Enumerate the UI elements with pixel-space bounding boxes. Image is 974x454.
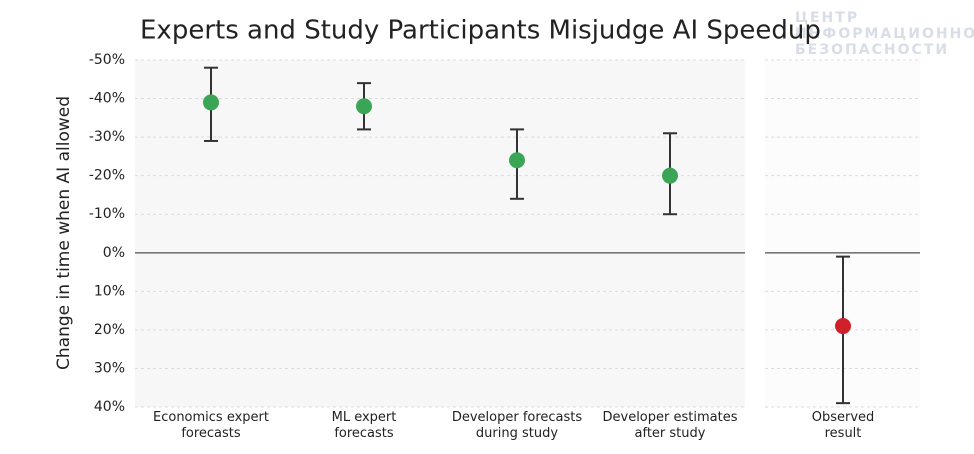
y-tick-label: -20% [89, 168, 125, 184]
chart-title: Experts and Study Participants Misjudge … [140, 16, 821, 46]
x-tick-label: Developer forecasts during study [451, 410, 583, 441]
watermark-text: ИНФОРМАЦИОННОЙ [795, 25, 974, 42]
watermark: ЦЕНТР ИНФОРМАЦИОННОЙ БЕЗОПАСНОСТИ [795, 10, 974, 58]
point [509, 152, 525, 169]
x-tick-label: Economics expert forecasts [153, 410, 269, 441]
y-tick-label: 0% [103, 245, 125, 261]
point [662, 167, 678, 184]
y-tick-label: -40% [89, 91, 125, 107]
y-tick-label: -50% [89, 52, 125, 68]
y-tick-label: 30% [94, 360, 125, 376]
y-tick-label: 20% [94, 322, 125, 338]
y-tick-label: -30% [89, 129, 125, 145]
x-tick-label: Observed result [811, 410, 875, 441]
panel [135, 60, 745, 407]
point [835, 318, 851, 335]
y-tick-label: 40% [94, 399, 125, 415]
y-tick-label: 10% [94, 283, 125, 299]
x-tick-label: Developer estimates after study [602, 410, 738, 441]
point [203, 94, 219, 111]
watermark-text: ЦЕНТР [795, 10, 859, 26]
y-tick-label: -10% [89, 206, 125, 222]
x-tick-label: ML expert forecasts [331, 410, 397, 441]
point [356, 98, 372, 115]
y-axis-label: Change in time when AI allowed [54, 96, 74, 370]
watermark-text: БЕЗОПАСНОСТИ [795, 42, 949, 58]
